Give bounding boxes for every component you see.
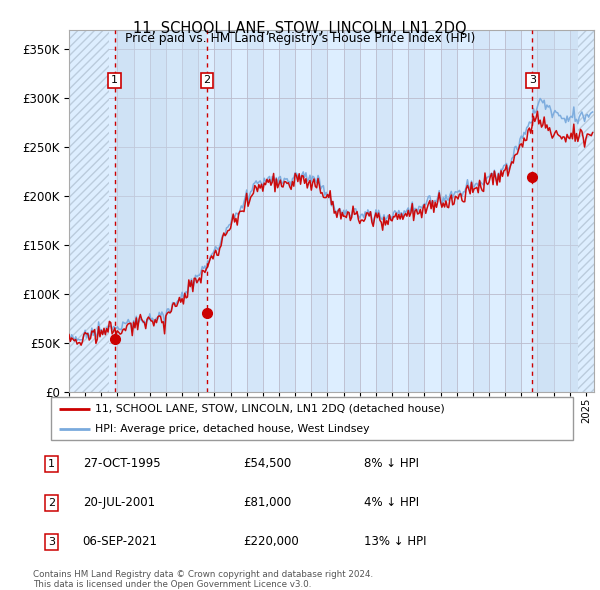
Text: HPI: Average price, detached house, West Lindsey: HPI: Average price, detached house, West… [95,424,370,434]
Bar [578,30,594,392]
Bar [182,30,198,392]
Bar [538,30,554,392]
Text: £54,500: £54,500 [243,457,291,470]
Bar [214,30,230,392]
Text: Contains HM Land Registry data © Crown copyright and database right 2024.
This d: Contains HM Land Registry data © Crown c… [33,570,373,589]
Text: 11, SCHOOL LANE, STOW, LINCOLN, LN1 2DQ (detached house): 11, SCHOOL LANE, STOW, LINCOLN, LN1 2DQ … [95,404,445,414]
Text: £81,000: £81,000 [243,496,291,509]
Text: 11, SCHOOL LANE, STOW, LINCOLN, LN1 2DQ: 11, SCHOOL LANE, STOW, LINCOLN, LN1 2DQ [133,21,467,35]
Text: 06-SEP-2021: 06-SEP-2021 [83,535,158,548]
Bar [115,30,207,392]
Text: 27-OCT-1995: 27-OCT-1995 [83,457,160,470]
Text: 13% ↓ HPI: 13% ↓ HPI [364,535,427,548]
Text: Price paid vs. HM Land Registry's House Price Index (HPI): Price paid vs. HM Land Registry's House … [125,32,475,45]
Text: 3: 3 [529,76,536,86]
Bar [247,30,263,392]
Bar [440,30,457,392]
Bar [85,30,101,392]
Text: 1: 1 [111,76,118,86]
Bar [505,30,521,392]
Bar [532,30,578,392]
Bar [150,30,166,392]
Bar [408,30,424,392]
Text: 20-JUL-2001: 20-JUL-2001 [83,496,155,509]
Text: £220,000: £220,000 [243,535,299,548]
Bar [344,30,360,392]
Bar [118,30,134,392]
Text: 8% ↓ HPI: 8% ↓ HPI [364,457,419,470]
Text: 1: 1 [48,459,55,468]
Bar [279,30,295,392]
FancyBboxPatch shape [51,397,573,440]
Text: 3: 3 [48,537,55,546]
Bar [69,30,109,392]
Text: 2: 2 [47,498,55,507]
Bar [473,30,489,392]
Bar [570,30,586,392]
Bar [376,30,392,392]
Bar [311,30,328,392]
Text: 4% ↓ HPI: 4% ↓ HPI [364,496,419,509]
Text: 2: 2 [203,76,211,86]
